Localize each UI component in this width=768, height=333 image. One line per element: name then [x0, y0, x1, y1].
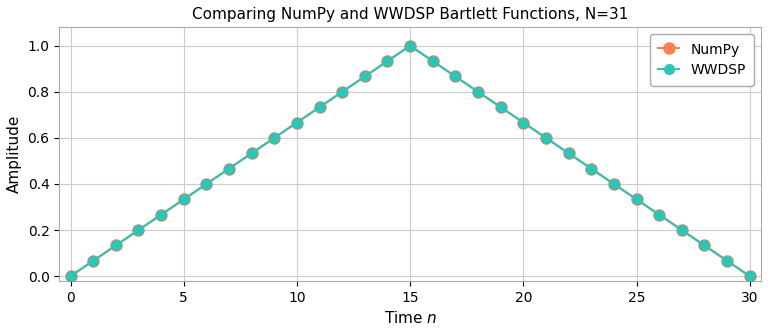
- WWDSP: [179, 197, 188, 201]
- NumPy: [587, 166, 596, 170]
- WWDSP: [134, 228, 143, 232]
- NumPy: [654, 213, 664, 217]
- NumPy: [66, 274, 75, 278]
- WWDSP: [224, 166, 233, 170]
- NumPy: [315, 105, 324, 109]
- NumPy: [518, 121, 528, 125]
- NumPy: [88, 259, 98, 263]
- NumPy: [564, 151, 573, 155]
- WWDSP: [157, 213, 166, 217]
- NumPy: [406, 44, 415, 48]
- WWDSP: [541, 136, 551, 140]
- NumPy: [541, 136, 551, 140]
- NumPy: [451, 75, 460, 79]
- NumPy: [224, 166, 233, 170]
- WWDSP: [338, 90, 347, 94]
- Line: WWDSP: WWDSP: [66, 41, 755, 281]
- WWDSP: [451, 75, 460, 79]
- WWDSP: [723, 259, 732, 263]
- WWDSP: [632, 197, 641, 201]
- NumPy: [134, 228, 143, 232]
- NumPy: [496, 105, 505, 109]
- WWDSP: [202, 182, 211, 186]
- NumPy: [723, 259, 732, 263]
- WWDSP: [473, 90, 482, 94]
- NumPy: [609, 182, 618, 186]
- WWDSP: [406, 44, 415, 48]
- X-axis label: Time $n$: Time $n$: [383, 310, 437, 326]
- WWDSP: [677, 228, 687, 232]
- NumPy: [179, 197, 188, 201]
- WWDSP: [315, 105, 324, 109]
- NumPy: [293, 121, 302, 125]
- NumPy: [473, 90, 482, 94]
- WWDSP: [360, 75, 369, 79]
- WWDSP: [496, 105, 505, 109]
- WWDSP: [247, 151, 257, 155]
- WWDSP: [66, 274, 75, 278]
- WWDSP: [745, 274, 754, 278]
- NumPy: [677, 228, 687, 232]
- Y-axis label: Amplitude: Amplitude: [7, 115, 22, 193]
- WWDSP: [518, 121, 528, 125]
- WWDSP: [564, 151, 573, 155]
- Title: Comparing NumPy and WWDSP Bartlett Functions, N=31: Comparing NumPy and WWDSP Bartlett Funct…: [192, 7, 628, 22]
- NumPy: [338, 90, 347, 94]
- WWDSP: [700, 243, 709, 247]
- Legend: NumPy, WWDSP: NumPy, WWDSP: [650, 34, 754, 86]
- Line: NumPy: NumPy: [65, 40, 755, 282]
- WWDSP: [383, 59, 392, 63]
- NumPy: [383, 59, 392, 63]
- WWDSP: [270, 136, 279, 140]
- NumPy: [700, 243, 709, 247]
- NumPy: [632, 197, 641, 201]
- NumPy: [745, 274, 754, 278]
- NumPy: [429, 59, 438, 63]
- NumPy: [202, 182, 211, 186]
- WWDSP: [609, 182, 618, 186]
- NumPy: [247, 151, 257, 155]
- NumPy: [270, 136, 279, 140]
- WWDSP: [293, 121, 302, 125]
- NumPy: [360, 75, 369, 79]
- WWDSP: [587, 166, 596, 170]
- WWDSP: [654, 213, 664, 217]
- NumPy: [111, 243, 121, 247]
- WWDSP: [111, 243, 121, 247]
- WWDSP: [429, 59, 438, 63]
- WWDSP: [88, 259, 98, 263]
- NumPy: [157, 213, 166, 217]
